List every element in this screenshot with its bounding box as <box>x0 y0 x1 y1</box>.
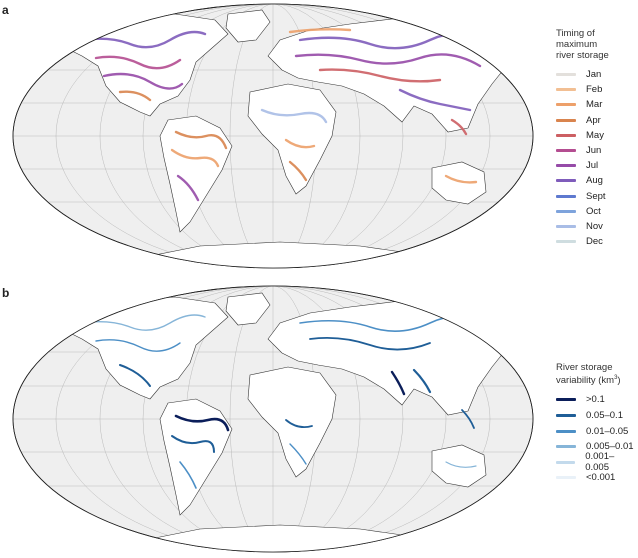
legend-month-swatch <box>556 88 576 92</box>
legend-class-swatch <box>556 429 576 433</box>
legend-timing-title: Timing of maximum river storage <box>556 28 636 61</box>
legend-variability-list: >0.1 0.05–0.1 0.01–0.05 0.005–0.01 0.001–0.0… <box>556 392 636 486</box>
legend-variability: River storage variability (km3) >0.1 0.05… <box>556 362 636 486</box>
eurasia-b <box>267 300 516 416</box>
legend-month-item: Mar <box>556 97 636 112</box>
africa-b <box>247 366 337 478</box>
legend-month-item: Jan <box>556 67 636 82</box>
legend-month-label: Jul <box>586 160 599 172</box>
legend-month-swatch <box>556 179 576 183</box>
south-america-a <box>159 115 233 233</box>
legend-class-swatch <box>556 414 576 418</box>
legend-class-label: 0.001–0.005 <box>585 451 615 474</box>
legend-month-label: Dec <box>586 236 603 248</box>
legend-timing-title-line1: Timing of maximum <box>556 28 598 50</box>
africa-a <box>247 83 337 195</box>
legend-class-swatch <box>556 460 576 464</box>
legend-month-item: May <box>556 128 636 143</box>
panel-a-letter: a <box>2 3 9 17</box>
legend-class-swatch <box>556 445 576 449</box>
legend-class-item: 0.05–0.1 <box>556 408 636 424</box>
eurasia-a <box>267 17 516 133</box>
legend-month-item: Jul <box>556 158 636 173</box>
legend-month-label: Mar <box>586 99 603 111</box>
legend-month-swatch <box>556 133 576 137</box>
legend-timing-list: Jan Feb Mar Apr May Jun Jul Aug Sept Oct Nov Dec <box>556 67 636 249</box>
legend-month-swatch <box>556 149 576 153</box>
legend-class-label: <0.001 <box>586 472 616 484</box>
legend-month-item: Nov <box>556 219 636 234</box>
legend-month-label: Oct <box>586 205 601 217</box>
greenland-a <box>225 9 271 43</box>
legend-month-label: Jan <box>586 69 602 81</box>
legend-variability-title-line2: variability (km3) <box>556 373 636 386</box>
legend-month-swatch <box>556 118 576 122</box>
legend-month-swatch <box>556 224 576 228</box>
australia-a <box>431 161 487 205</box>
legend-month-item: Dec <box>556 234 636 249</box>
legend-month-label: Apr <box>586 114 601 126</box>
legend-month-swatch <box>556 164 576 168</box>
greenland-b <box>225 292 271 326</box>
legend-class-item: <0.001 <box>556 470 636 486</box>
legend-month-label: May <box>586 129 604 141</box>
legend-month-swatch <box>556 103 576 107</box>
map-panel-b <box>12 285 534 553</box>
australia-b <box>431 444 487 488</box>
legend-class-label: 0.01–0.05 <box>586 425 629 437</box>
legend-class-label: 0.005–0.01 <box>586 441 634 453</box>
legend-class-item: 0.01–0.05 <box>556 423 636 439</box>
legend-variability-title-sup: 3 <box>614 375 618 381</box>
south-america-b <box>159 398 233 516</box>
legend-month-item: Feb <box>556 82 636 97</box>
legend-month-swatch <box>556 209 576 213</box>
map-panel-a <box>12 3 534 269</box>
legend-month-swatch <box>556 240 576 244</box>
panel-b-letter: b <box>2 286 10 300</box>
legend-month-swatch <box>556 194 576 198</box>
legend-variability-title-text: variability (km <box>556 375 615 387</box>
legend-timing: Timing of maximum river storage Jan Feb Ma… <box>556 28 636 249</box>
legend-month-item: Aug <box>556 173 636 188</box>
legend-class-item: 0.005–0.01 <box>556 439 636 455</box>
legend-class-item: 0.001–0.005 <box>556 451 636 473</box>
legend-month-label: Nov <box>586 220 603 232</box>
legend-class-swatch <box>556 398 576 402</box>
legend-month-item: Jun <box>556 143 636 158</box>
legend-class-item: >0.1 <box>556 392 636 408</box>
legend-month-item: Oct <box>556 204 636 219</box>
legend-variability-title-line1: River storage <box>556 362 613 373</box>
legend-timing-title-line2: river storage <box>556 50 609 61</box>
legend-month-swatch <box>556 73 576 77</box>
legend-class-label: >0.1 <box>586 394 605 406</box>
legend-variability-title-end: ) <box>617 375 621 387</box>
legend-class-swatch <box>556 476 576 480</box>
legend-month-label: Sept <box>586 190 606 202</box>
legend-month-item: Sept <box>556 189 636 204</box>
river-timing-overlay-a <box>78 28 492 202</box>
legend-class-label: 0.05–0.1 <box>586 410 623 422</box>
legend-variability-title: River storage variability (km3) <box>556 362 636 386</box>
legend-month-label: Jun <box>586 145 602 157</box>
legend-month-label: Feb <box>586 84 603 96</box>
legend-month-item: Apr <box>556 113 636 128</box>
legend-month-label: Aug <box>586 175 603 187</box>
